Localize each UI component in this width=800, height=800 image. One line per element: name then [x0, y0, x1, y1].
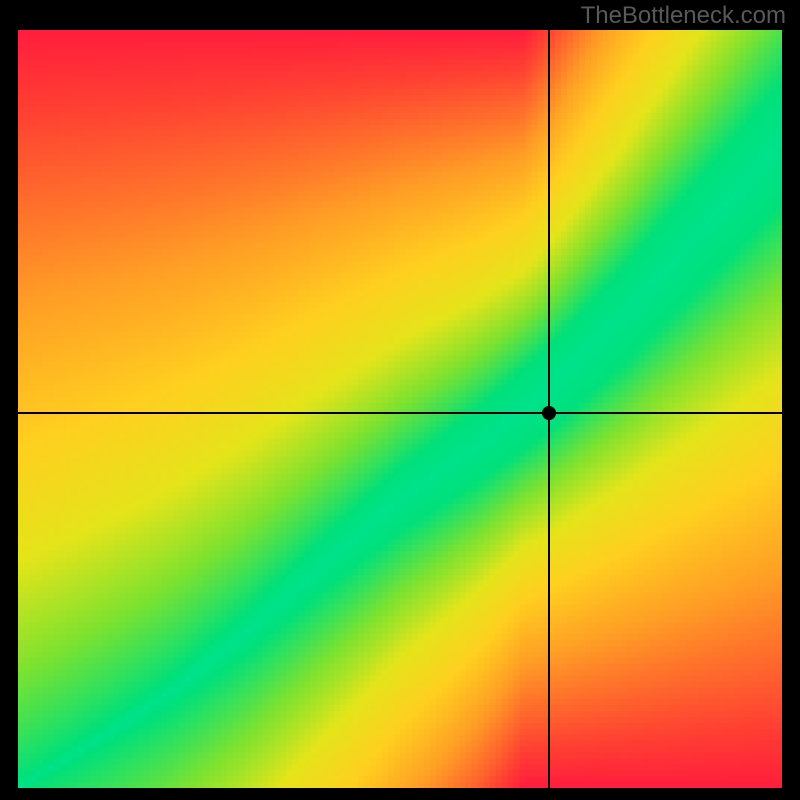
watermark-text: TheBottleneck.com	[581, 2, 786, 30]
crosshair-marker	[542, 406, 556, 420]
bottleneck-heatmap	[18, 30, 782, 788]
crosshair-horizontal	[18, 412, 782, 414]
chart-container: TheBottleneck.com	[0, 0, 800, 800]
